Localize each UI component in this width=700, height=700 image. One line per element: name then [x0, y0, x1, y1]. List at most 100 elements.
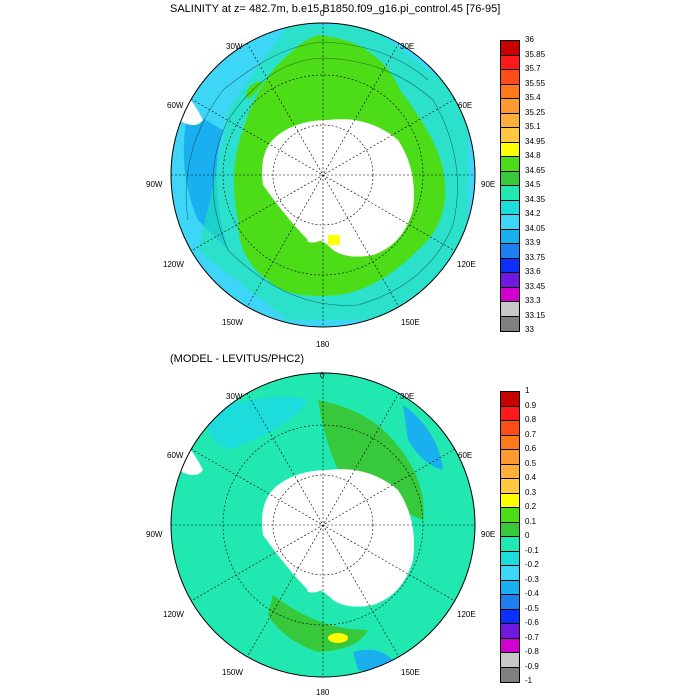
- colorbar-tick-label: 0.2: [525, 502, 537, 511]
- colorbar-swatch: [500, 228, 520, 244]
- colorbar-tick-label: 34.8: [525, 151, 541, 160]
- lon-label-60e: 60E: [458, 101, 473, 110]
- colorbar-swatch: [500, 83, 520, 99]
- colorbar-swatch: [500, 257, 520, 273]
- lon-label-60e: 60E: [458, 451, 473, 460]
- difference-polar-map: [170, 372, 476, 678]
- colorbar-swatch: [500, 623, 520, 638]
- colorbar-tick-label: -1: [525, 676, 533, 685]
- colorbar-tick-label: -0.6: [525, 618, 539, 627]
- colorbar-tick-label: 36: [525, 35, 534, 44]
- colorbar-tick-label: 35.85: [525, 49, 546, 59]
- colorbar-swatch: [500, 550, 520, 566]
- colorbar-tick-label: 35.25: [525, 107, 546, 117]
- lon-label-120e: 120E: [457, 260, 476, 269]
- colorbar-tick-label: 0: [525, 531, 530, 540]
- lon-label-60w: 60W: [167, 101, 184, 110]
- colorbar-swatch: [500, 301, 520, 316]
- colorbar-swatch: [500, 405, 520, 421]
- lon-label-30w: 30W: [226, 42, 243, 51]
- lon-label-30e: 30E: [400, 392, 415, 401]
- colorbar-swatch: [500, 666, 520, 683]
- colorbar-swatch: [500, 315, 520, 332]
- colorbar-tick-label: -0.3: [525, 574, 539, 584]
- colorbar-tick-label: 33.15: [525, 310, 546, 320]
- colorbar-swatch: [500, 40, 520, 55]
- colorbar-tick-label: 33: [525, 325, 534, 334]
- colorbar-tick-label: 35.7: [525, 64, 541, 73]
- colorbar-tick-label: 34.5: [525, 180, 541, 189]
- colorbar-swatch: [500, 521, 520, 537]
- colorbar-tick-label: 35.55: [525, 78, 546, 88]
- colorbar-swatch: [500, 492, 520, 508]
- colorbar-swatch: [500, 243, 520, 258]
- colorbar-tick-label: -0.2: [525, 560, 539, 569]
- lon-label-150w: 150W: [222, 318, 243, 327]
- colorbar-swatch: [500, 127, 520, 142]
- colorbar-swatch: [500, 565, 520, 580]
- inner-band-patch: [246, 81, 263, 100]
- colorbar-tick-label: 0.7: [525, 429, 537, 439]
- high-salinity-patch: [328, 235, 340, 245]
- lon-label-150e: 150E: [401, 668, 420, 677]
- diff-negative-patch-nw: [207, 396, 308, 450]
- salinity-polar-map: [170, 22, 476, 328]
- colorbar-tick-label: -0.8: [525, 647, 539, 656]
- colorbar-swatch: [500, 449, 520, 464]
- colorbar-tick-label: 34.05: [525, 223, 546, 233]
- colorbar-swatch: [500, 463, 520, 479]
- colorbar-swatch: [500, 507, 520, 522]
- colorbar-tick-label: 35.4: [525, 93, 541, 102]
- antarctica-land: [262, 119, 414, 257]
- map-boundary: [170, 22, 476, 328]
- diff-blue-patch-ne: [403, 405, 443, 470]
- colorbar-swatch: [500, 652, 520, 667]
- colorbar-swatch: [500, 112, 520, 128]
- lon-label-180: 180: [316, 688, 330, 697]
- colorbar-tick-label: 34.95: [525, 136, 546, 146]
- colorbar-tick-label: 0.4: [525, 473, 537, 482]
- colorbar-swatch: [500, 536, 520, 551]
- lon-label-0: 0: [320, 371, 325, 380]
- colorbar-swatch: [500, 420, 520, 435]
- colorbar-swatch: [500, 98, 520, 113]
- lon-label-120w: 120W: [163, 260, 184, 269]
- lon-label-150w: 150W: [222, 668, 243, 677]
- colorbar-swatch: [500, 594, 520, 609]
- lon-label-90w: 90W: [146, 180, 163, 189]
- lon-label-150e: 150E: [401, 318, 420, 327]
- colorbar-tick-label: 34.2: [525, 209, 541, 218]
- lon-label-180: 180: [316, 340, 330, 349]
- colorbar-tick-label: 0.6: [525, 444, 537, 453]
- colorbar-tick-label: -0.1: [525, 545, 539, 555]
- panel-title-salinity: SALINITY at z= 482.7m, b.e15.B1850.f09_g…: [170, 3, 501, 15]
- lon-label-0: 0: [320, 9, 325, 18]
- colorbar-swatch: [500, 214, 520, 229]
- antarctica-land-diff: [262, 469, 414, 607]
- colorbar-tick-label: -0.4: [525, 589, 539, 598]
- colorbar-tick-label: 0.8: [525, 415, 537, 424]
- lon-label-90w: 90W: [146, 530, 163, 539]
- colorbar-tick-label: 33.3: [525, 296, 541, 305]
- colorbar-swatch: [500, 272, 520, 287]
- colorbar-tick-label: 1: [525, 386, 530, 395]
- lon-label-120e: 120E: [457, 610, 476, 619]
- colorbar-tick-label: -0.7: [525, 632, 539, 642]
- colorbar-swatch: [500, 478, 520, 493]
- colorbar-tick-label: 34.65: [525, 165, 546, 175]
- map-boundary-diff: [170, 372, 476, 678]
- colorbar-tick-label: 33.75: [525, 252, 546, 262]
- diff-yellow-patch: [328, 633, 348, 643]
- colorbar-swatch: [500, 434, 520, 450]
- colorbar-swatch: [500, 69, 520, 84]
- colorbar-swatch: [500, 185, 520, 200]
- colorbar-swatch: [500, 608, 520, 624]
- ross-ice-shelf: [303, 223, 328, 243]
- colorbar-tick-label: -0.9: [525, 661, 539, 671]
- colorbar-swatch: [500, 579, 520, 595]
- colorbar-swatch: [500, 170, 520, 186]
- lon-label-60w: 60W: [167, 451, 184, 460]
- colorbar-swatch: [500, 54, 520, 70]
- colorbar-swatch: [500, 391, 520, 406]
- colorbar-tick-label: 35.1: [525, 122, 541, 131]
